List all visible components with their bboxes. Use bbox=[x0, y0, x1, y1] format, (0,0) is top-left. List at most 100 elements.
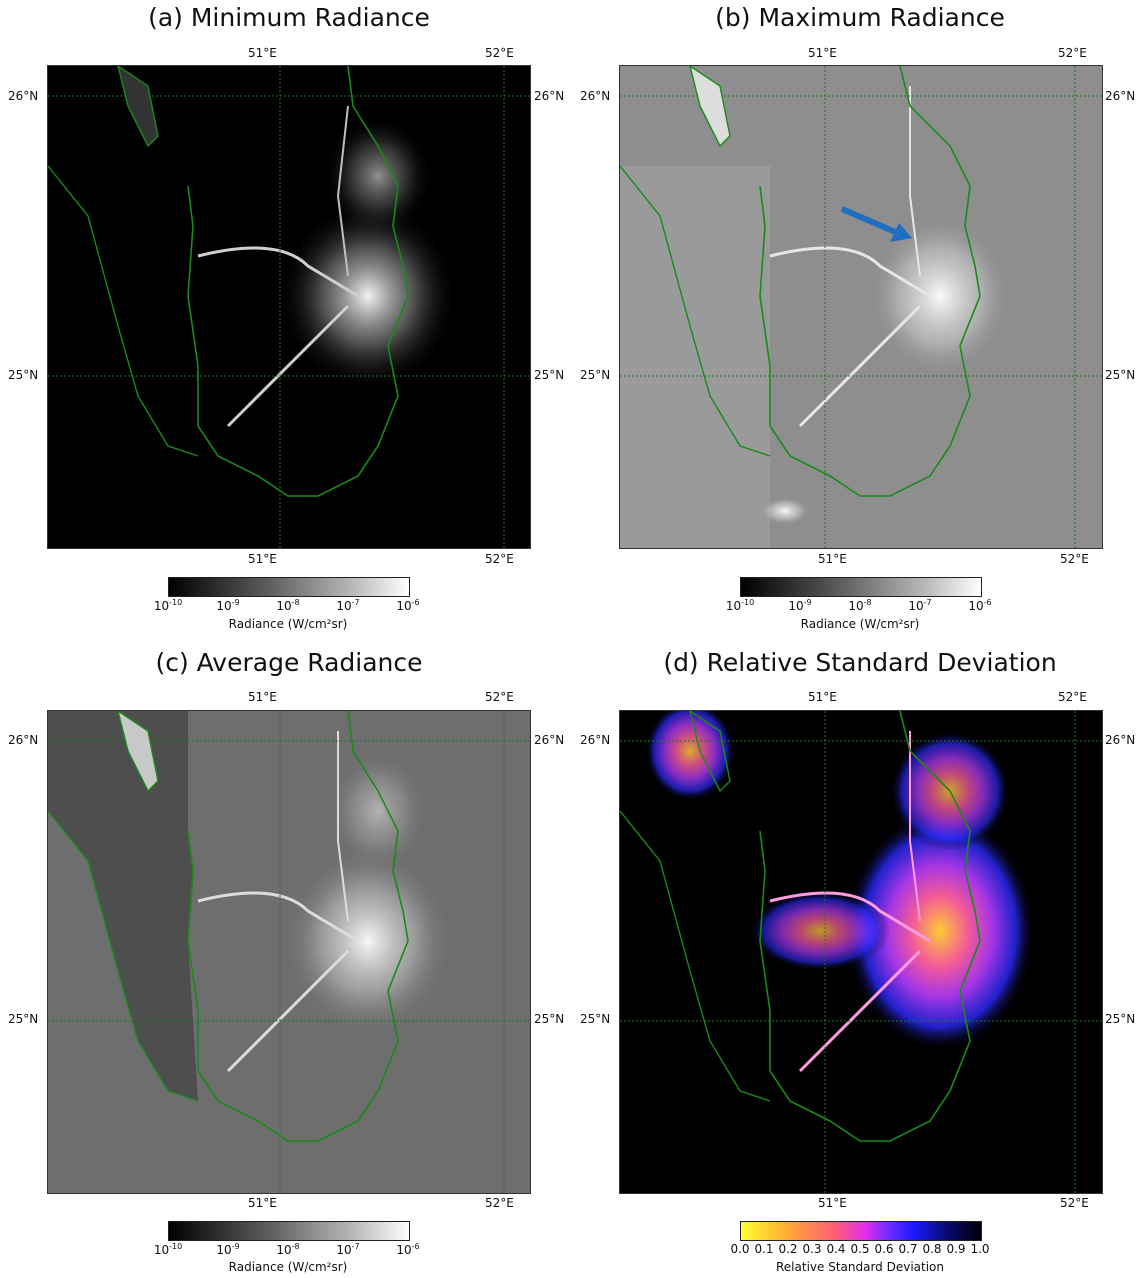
panel-b-lon-bottom-51: 51°E bbox=[818, 552, 847, 566]
panel-a-cbar-tick-4: 10-6 bbox=[396, 598, 420, 613]
road-north bbox=[909, 731, 921, 922]
panel-d-lon-bottom-51: 51°E bbox=[818, 1196, 847, 1210]
panel-c-colorbar-label: Radiance (W/cm²sr) bbox=[228, 1260, 348, 1274]
road-west bbox=[197, 246, 359, 298]
panel-d-colorbar-label: Relative Standard Deviation bbox=[775, 1260, 945, 1274]
panel-b-cbar-tick-1: 10-9 bbox=[788, 598, 812, 613]
doha-glow bbox=[278, 201, 458, 391]
panel-c-cbar-tick-0: 10-10 bbox=[153, 1242, 183, 1257]
panel-b-map-canvas bbox=[620, 66, 1102, 548]
panel-b-lon-top-52: 52°E bbox=[1058, 46, 1087, 60]
bahrain-island bbox=[117, 711, 159, 793]
road-southwest bbox=[226, 949, 350, 1073]
doha-rsd bbox=[845, 811, 1035, 1051]
road-southwest bbox=[798, 949, 922, 1073]
south-glow bbox=[760, 497, 810, 525]
panel-a-colorbar-label: Radiance (W/cm²sr) bbox=[228, 617, 348, 631]
panel-a-cbar-tick-1: 10-9 bbox=[216, 598, 240, 613]
road-southwest bbox=[798, 304, 922, 428]
panel-b-colorbar bbox=[740, 577, 982, 597]
panel-b-lat-right-25: 25°N bbox=[1105, 368, 1136, 382]
panel-d-lon-top-52: 52°E bbox=[1058, 690, 1087, 704]
panel-d-cbar-tick-3: 0.3 bbox=[802, 1242, 822, 1256]
panel-a-map bbox=[47, 65, 531, 549]
panel-a-lat-left-25: 25°N bbox=[8, 368, 39, 382]
panel-d-cbar-tick-7: 0.7 bbox=[898, 1242, 918, 1256]
panel-b-lat-right-26: 26°N bbox=[1105, 89, 1136, 103]
road-north bbox=[909, 86, 921, 277]
road-north bbox=[336, 105, 349, 277]
panel-b-lat-left-25: 25°N bbox=[580, 368, 611, 382]
panel-a-cbar-tick-2: 10-8 bbox=[276, 598, 300, 613]
panel-a-lat-left-26: 26°N bbox=[8, 89, 39, 103]
panel-d-cbar-tick-4: 0.4 bbox=[826, 1242, 846, 1256]
panel-a-lon-top-52: 52°E bbox=[485, 46, 514, 60]
panel-c-lon-bottom-51: 51°E bbox=[248, 1196, 277, 1210]
panel-c-lon-top-52: 52°E bbox=[485, 690, 514, 704]
road-north bbox=[337, 731, 349, 922]
qatar-coastline bbox=[759, 711, 981, 1142]
panel-c-lat-left-26: 26°N bbox=[8, 733, 39, 747]
panel-c-cbar-tick-3: 10-7 bbox=[336, 1242, 360, 1257]
panel-a-colorbar bbox=[168, 577, 410, 597]
panel-d-lon-top-51: 51°E bbox=[808, 690, 837, 704]
panel-c-lon-bottom-52: 52°E bbox=[485, 1196, 514, 1210]
panel-b-lon-bottom-52: 52°E bbox=[1060, 552, 1089, 566]
panel-a-lat-right-26: 26°N bbox=[534, 89, 565, 103]
panel-b-lon-top-51: 51°E bbox=[808, 46, 837, 60]
panel-a-map-canvas bbox=[48, 66, 530, 548]
panel-a-lon-bottom-52: 52°E bbox=[485, 552, 514, 566]
panel-c-map-canvas bbox=[48, 711, 530, 1193]
qatar-coastline bbox=[759, 66, 981, 497]
arrow-shaft bbox=[840, 206, 902, 237]
bahrain-island bbox=[689, 66, 731, 148]
panel-b-cbar-tick-2: 10-8 bbox=[848, 598, 872, 613]
panel-b-cbar-tick-3: 10-7 bbox=[908, 598, 932, 613]
panel-a-lon-top-51: 51°E bbox=[248, 46, 277, 60]
panel-d-cbar-tick-2: 0.2 bbox=[778, 1242, 798, 1256]
panel-d-cbar-tick-0: 0.0 bbox=[730, 1242, 750, 1256]
panel-c-lat-right-25: 25°N bbox=[534, 1012, 565, 1026]
panel-d-cbar-tick-6: 0.6 bbox=[874, 1242, 894, 1256]
north-glow bbox=[323, 116, 433, 236]
qatar-coastline bbox=[187, 66, 409, 497]
road-west bbox=[769, 891, 931, 943]
doha-glow bbox=[870, 216, 1010, 376]
panel-d-map bbox=[619, 710, 1103, 1194]
panel-b-colorbar-label: Radiance (W/cm²sr) bbox=[800, 617, 920, 631]
bahrain-island bbox=[117, 66, 159, 148]
panel-c-lat-left-25: 25°N bbox=[8, 1012, 39, 1026]
panel-a-lat-right-25: 25°N bbox=[534, 368, 565, 382]
panel-c-lon-top-51: 51°E bbox=[248, 690, 277, 704]
panel-b-lat-left-26: 26°N bbox=[580, 89, 611, 103]
qatar-coastline bbox=[187, 711, 409, 1142]
panel-b-cbar-tick-0: 10-10 bbox=[725, 598, 755, 613]
panel-b-map bbox=[619, 65, 1103, 549]
panel-d-lat-left-25: 25°N bbox=[580, 1012, 611, 1026]
road-west bbox=[197, 891, 359, 943]
saudi-coastline bbox=[48, 810, 199, 1102]
panel-d-lat-left-26: 26°N bbox=[580, 733, 611, 747]
panel-c-cbar-tick-4: 10-6 bbox=[396, 1242, 420, 1257]
panel-d-lon-bottom-52: 52°E bbox=[1060, 1196, 1089, 1210]
panel-c-map bbox=[47, 710, 531, 1194]
panel-c-colorbar bbox=[168, 1221, 410, 1241]
panel-d-map-canvas bbox=[620, 711, 1102, 1193]
north-glow bbox=[328, 751, 428, 871]
panel-d-lat-right-26: 26°N bbox=[1105, 733, 1136, 747]
doha-glow bbox=[283, 846, 453, 1036]
bahrain-rsd bbox=[645, 711, 735, 801]
road-west bbox=[769, 246, 931, 298]
panel-d-cbar-tick-9: 0.9 bbox=[946, 1242, 966, 1256]
panel-a-lon-bottom-51: 51°E bbox=[248, 552, 277, 566]
panel-c-title: (c) Average Radiance bbox=[155, 648, 423, 677]
arrow-icon bbox=[890, 223, 912, 242]
panel-d-cbar-tick-1: 0.1 bbox=[754, 1242, 774, 1256]
panel-d-lat-right-25: 25°N bbox=[1105, 1012, 1136, 1026]
west-rsd bbox=[750, 891, 890, 971]
panel-b-cbar-tick-4: 10-6 bbox=[968, 598, 992, 613]
panel-d-cbar-tick-5: 0.5 bbox=[850, 1242, 870, 1256]
bahrain-island bbox=[689, 711, 731, 793]
panel-d-title: (d) Relative Standard Deviation bbox=[663, 648, 1057, 677]
panel-c-cbar-tick-1: 10-9 bbox=[216, 1242, 240, 1257]
